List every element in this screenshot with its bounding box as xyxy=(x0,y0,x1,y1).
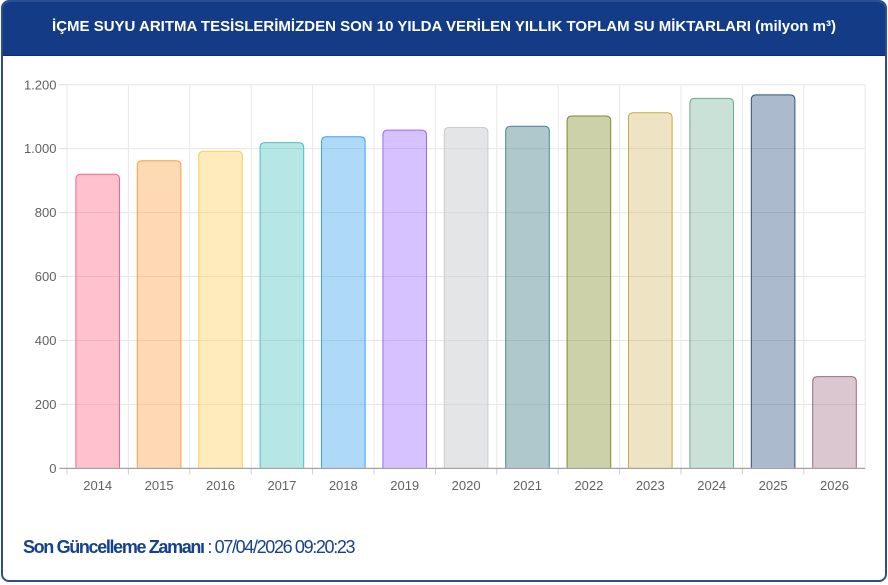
svg-text:400: 400 xyxy=(35,333,57,348)
svg-text:2018: 2018 xyxy=(329,478,358,493)
svg-text:2024: 2024 xyxy=(697,478,726,493)
svg-text:2016: 2016 xyxy=(206,478,235,493)
svg-text:2014: 2014 xyxy=(83,478,112,493)
svg-text:2017: 2017 xyxy=(267,478,296,493)
svg-text:2022: 2022 xyxy=(574,478,603,493)
svg-text:2026: 2026 xyxy=(820,478,849,493)
svg-text:2015: 2015 xyxy=(145,478,174,493)
svg-text:2019: 2019 xyxy=(390,478,419,493)
svg-text:600: 600 xyxy=(35,269,57,284)
svg-text:2025: 2025 xyxy=(759,478,788,493)
svg-text:800: 800 xyxy=(35,205,57,220)
svg-text:1.200: 1.200 xyxy=(24,77,57,92)
svg-text:2021: 2021 xyxy=(513,478,542,493)
svg-text:200: 200 xyxy=(35,397,57,412)
svg-text:1.000: 1.000 xyxy=(24,141,57,156)
svg-text:0: 0 xyxy=(49,461,56,476)
svg-text:2020: 2020 xyxy=(452,478,481,493)
svg-text:2023: 2023 xyxy=(636,478,665,493)
